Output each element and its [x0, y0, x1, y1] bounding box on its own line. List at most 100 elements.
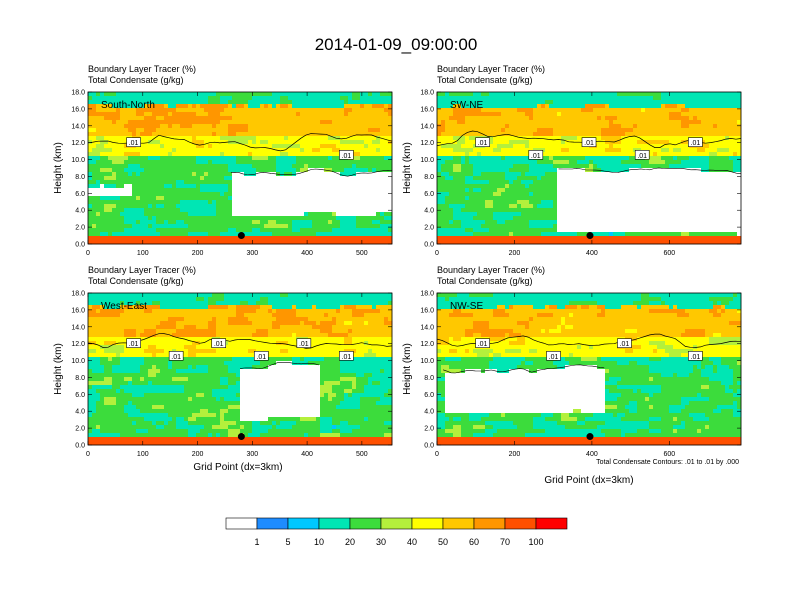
field-cell: [581, 224, 586, 229]
field-cell: [156, 92, 161, 97]
field-cell: [120, 104, 125, 109]
field-cell: [332, 228, 337, 233]
field-cell: [533, 112, 538, 117]
field-cell: [284, 168, 289, 173]
field-cell: [521, 196, 526, 201]
field-cell: [521, 160, 526, 165]
field-cell: [316, 232, 321, 237]
field-cell: [376, 136, 381, 141]
field-cell: [208, 152, 213, 157]
field-cell: [152, 228, 157, 233]
field-cell: [228, 104, 233, 109]
field-cell: [152, 116, 157, 121]
field-cell: [641, 224, 646, 229]
field-cell: [489, 240, 494, 245]
field-cell: [593, 152, 598, 157]
field-cell: [581, 152, 586, 157]
field-cell: [264, 92, 269, 97]
field-cell: [248, 156, 253, 161]
field-cell: [517, 228, 522, 233]
field-cell: [364, 204, 369, 209]
field-cell: [621, 208, 626, 213]
field-cell: [328, 100, 333, 105]
field-cell: [457, 104, 462, 109]
field-cell: [144, 232, 149, 237]
field-cell: [140, 232, 145, 237]
field-cell: [236, 220, 241, 225]
field-cell: [136, 196, 141, 201]
field-cell: [192, 228, 197, 233]
field-cell: [88, 172, 93, 177]
field-cell: [212, 208, 217, 213]
field-cell: [629, 180, 634, 185]
field-cell: [569, 128, 574, 133]
field-cell: [437, 156, 442, 161]
field-cell: [360, 116, 365, 121]
field-cell: [601, 172, 606, 177]
field-cell: [529, 116, 534, 121]
field-cell: [340, 176, 345, 181]
field-cell: [573, 136, 578, 141]
field-cell: [92, 120, 97, 125]
field-cell: [344, 124, 349, 129]
field-cell: [264, 108, 269, 113]
field-cell: [320, 152, 325, 157]
field-cell: [276, 220, 281, 225]
field-cell: [180, 128, 185, 133]
field-cell: [124, 200, 129, 205]
field-cell: [140, 212, 145, 217]
field-cell: [92, 180, 97, 185]
field-cell: [192, 220, 197, 225]
field-cell: [312, 200, 317, 205]
field-cell: [445, 208, 450, 213]
field-cell: [633, 144, 638, 149]
field-cell: [92, 240, 97, 245]
field-cell: [581, 180, 586, 185]
field-cell: [589, 132, 594, 137]
field-cell: [376, 152, 381, 157]
field-cell: [477, 232, 482, 237]
field-cell: [533, 208, 538, 213]
field-cell: [340, 160, 345, 165]
field-cell: [529, 176, 534, 181]
field-cell: [376, 168, 381, 173]
field-cell: [336, 136, 341, 141]
field-cell: [368, 204, 373, 209]
field-cell: [537, 204, 542, 209]
field-cell: [320, 124, 325, 129]
field-cell: [649, 136, 654, 141]
field-cell: [260, 196, 265, 201]
field-cell: [481, 180, 486, 185]
field-cell: [473, 120, 478, 125]
field-cell: [569, 132, 574, 137]
field-cell: [513, 148, 518, 153]
field-cell: [489, 228, 494, 233]
field-cell: [437, 92, 442, 97]
field-cell: [316, 152, 321, 157]
field-cell: [220, 192, 225, 197]
field-cell: [501, 216, 506, 221]
field-cell: [268, 156, 273, 161]
field-cell: [521, 156, 526, 161]
field-cell: [276, 204, 281, 209]
field-cell: [332, 164, 337, 169]
field-cell: [176, 188, 181, 193]
field-cell: [196, 140, 201, 145]
field-cell: [557, 152, 562, 157]
field-cell: [304, 148, 309, 153]
field-cell: [469, 176, 474, 181]
field-cell: [104, 96, 109, 101]
field-cell: [473, 148, 478, 153]
field-cell: [176, 144, 181, 149]
field-cell: [537, 140, 542, 145]
field-cell: [457, 184, 462, 189]
field-cell: [324, 124, 329, 129]
field-cell: [457, 240, 462, 245]
field-cell: [437, 212, 442, 217]
field-cell: [328, 236, 333, 241]
field-cell: [384, 92, 389, 97]
field-cell: [533, 124, 538, 129]
field-cell: [156, 200, 161, 205]
field-cell: [649, 160, 654, 165]
field-cell: [601, 208, 606, 213]
